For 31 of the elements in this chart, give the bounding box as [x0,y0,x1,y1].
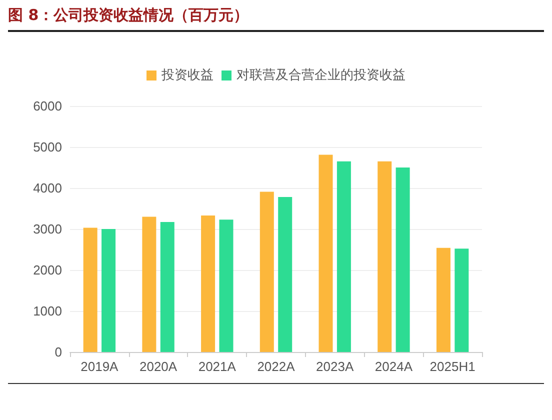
y-tick-label: 3000 [33,222,62,236]
legend-label: 对联营及合营企业的投资收益 [236,68,406,83]
bar [142,216,156,352]
bar [201,215,216,352]
y-tick-label: 2000 [33,262,62,278]
bar [396,168,410,352]
x-tick-label: 2023A [316,359,354,374]
y-tick-label: 5000 [33,140,62,154]
x-tick-label: 2022A [257,359,296,374]
x-tick-label: 2021A [198,359,236,374]
bar [318,154,333,352]
bar [336,161,351,352]
bar [278,197,292,352]
x-tick-label: 2020A [139,359,178,374]
bar [219,220,234,352]
bar [83,228,98,352]
legend-label: 投资收益 [160,68,214,83]
x-tick-label: 2024A [374,359,413,374]
bar [102,229,116,352]
bar [454,248,469,352]
y-tick-label: 1000 [33,304,62,318]
bar [260,192,274,352]
bar [378,161,392,352]
y-tick-label: 0 [54,344,62,360]
x-tick-label: 2019A [80,359,119,374]
y-tick-label: 4000 [33,180,62,196]
bar [436,248,450,352]
x-tick-label: 2025H1 [430,359,476,374]
bar [160,222,174,352]
chart-title: 图 8：公司投资收益情况（百万元） [8,6,249,25]
y-tick-label: 6000 [33,98,62,114]
